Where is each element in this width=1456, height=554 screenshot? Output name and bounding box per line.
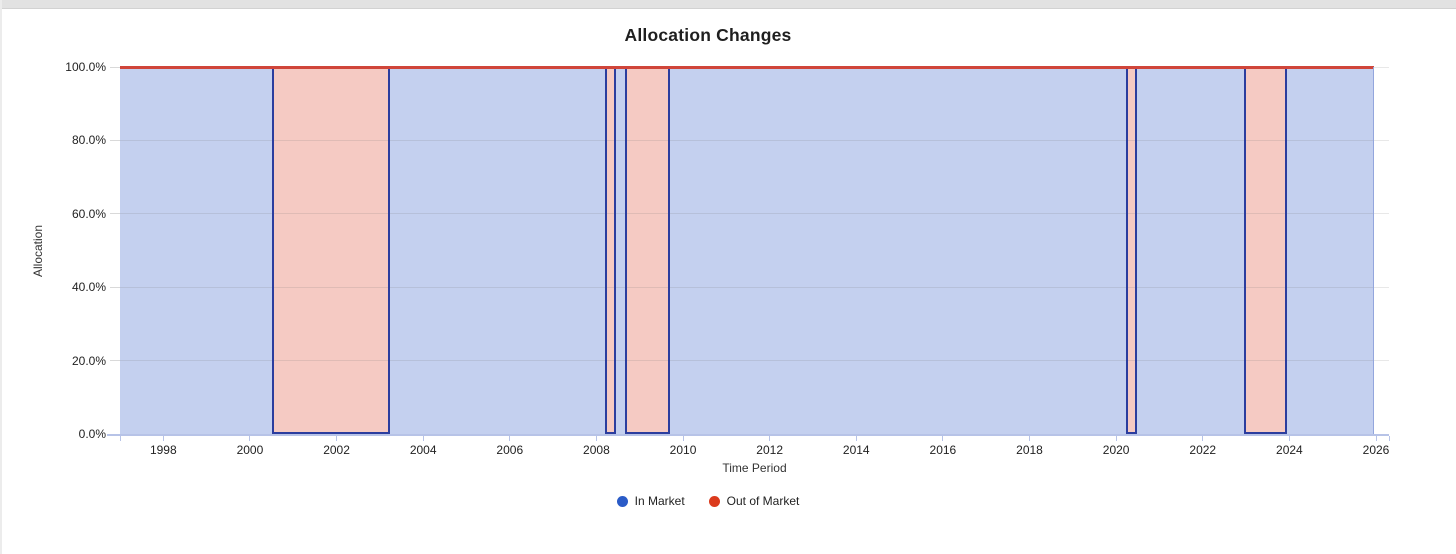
area-segment-out-of-market — [1126, 67, 1136, 434]
x-tick-mark — [682, 436, 684, 441]
in-market-line-dip — [1244, 67, 1288, 434]
x-tick-label: 2016 — [929, 443, 957, 457]
x-tick-label: 2006 — [496, 443, 524, 457]
area-segments-layer — [120, 67, 1389, 434]
x-tick-mark — [769, 436, 771, 441]
x-tick-mark — [1288, 436, 1290, 441]
y-tick-label: 20.0% — [71, 353, 106, 368]
gridline-80 — [120, 139, 1389, 141]
in-market-line-dip — [1125, 67, 1137, 434]
x-tick-mark — [1029, 436, 1031, 441]
y-tick-label: 60.0% — [71, 206, 106, 221]
legend: In Market Out of Market — [2, 494, 1414, 508]
y-tick-mark — [110, 139, 120, 141]
area-segment-in-market — [1286, 67, 1374, 434]
gridline-100 — [120, 66, 1389, 68]
y-tick-mark — [110, 213, 120, 215]
x-tick-label: 2012 — [756, 443, 783, 457]
y-tick-label: 0.0% — [78, 427, 106, 441]
in-market-line-dip — [605, 67, 616, 434]
area-segment-out-of-market — [606, 67, 615, 434]
chart-title: Allocation Changes — [624, 25, 792, 45]
area-segment-in-market — [120, 67, 273, 434]
x-tick-label: 1998 — [149, 443, 177, 457]
area-segment-in-market — [389, 67, 607, 434]
in-market-line-dip — [271, 67, 391, 434]
x-tick-label: 2004 — [409, 443, 437, 457]
top-divider — [2, 0, 1456, 9]
x-tick-mark — [162, 436, 164, 441]
x-tick-label: 2022 — [1189, 443, 1217, 457]
x-tick-mark — [336, 436, 338, 441]
x-tick-mark — [942, 436, 944, 441]
data-series-right-edge — [1372, 67, 1374, 434]
x-tick-mark — [855, 436, 857, 441]
in-market-line-dip — [625, 67, 671, 434]
area-segment-in-market — [614, 67, 627, 434]
area-segment-in-market — [669, 67, 1127, 434]
legend-label-in-market: In Market — [634, 494, 685, 508]
x-tick-label: 2018 — [1016, 443, 1043, 457]
series-lines-layer — [120, 66, 1389, 434]
x-tick-label: 2026 — [1362, 443, 1390, 457]
legend-item-in-market[interactable]: In Market — [616, 494, 685, 508]
area-segment-out-of-market — [626, 67, 670, 434]
x-tick-label: 2014 — [842, 443, 870, 457]
gridline-20 — [120, 360, 1389, 362]
x-tick-mark — [509, 436, 511, 441]
x-tick-mark — [422, 436, 424, 441]
x-axis-edge-tick — [119, 436, 121, 441]
plot-area — [120, 66, 1389, 435]
area-segment-in-market — [1135, 67, 1246, 434]
x-tick-label: 2020 — [1102, 443, 1130, 457]
x-tick-label: 2008 — [583, 443, 610, 457]
y-axis-labels: 0.0% 20.0% 40.0% 60.0% 80.0% 100.0% — [2, 60, 106, 441]
x-axis-edge-tick — [1388, 436, 1390, 441]
out-of-market-top-line — [120, 66, 1374, 69]
area-segment-out-of-market — [1245, 67, 1287, 434]
x-tick-mark — [1375, 436, 1377, 441]
y-tick-label: 80.0% — [71, 133, 106, 148]
gridline-40 — [120, 286, 1389, 288]
x-axis-baseline — [107, 434, 1389, 436]
y-tick-mark — [110, 286, 120, 288]
x-tick-label: 2010 — [669, 443, 697, 457]
y-tick-mark — [110, 66, 120, 68]
x-tick-mark — [249, 436, 251, 441]
x-axis: 1998 2000 2002 2004 2006 2008 2010 2012 2014 2016… — [107, 434, 1390, 464]
x-tick-label: 2002 — [323, 443, 350, 457]
out-of-market-legend-dot-icon — [708, 495, 720, 507]
x-tick-mark — [1115, 436, 1117, 441]
x-axis-title: Time Period — [722, 461, 787, 475]
y-tick-label: 40.0% — [71, 280, 106, 295]
x-tick-mark — [1202, 436, 1204, 441]
y-tick-mark — [110, 360, 120, 362]
legend-label-out-of-market: Out of Market — [726, 494, 800, 508]
y-tick-label: 100.0% — [65, 60, 106, 74]
legend-item-out-of-market[interactable]: Out of Market — [708, 494, 800, 508]
x-tick-mark — [595, 436, 597, 441]
gridline-60 — [120, 213, 1389, 215]
x-tick-label: 2000 — [236, 443, 264, 457]
area-segment-out-of-market — [272, 67, 390, 434]
in-market-legend-dot-icon — [616, 495, 628, 507]
y-axis-ticks — [110, 66, 120, 435]
x-tick-label: 2024 — [1276, 443, 1303, 457]
gridlines-layer — [120, 66, 1389, 435]
